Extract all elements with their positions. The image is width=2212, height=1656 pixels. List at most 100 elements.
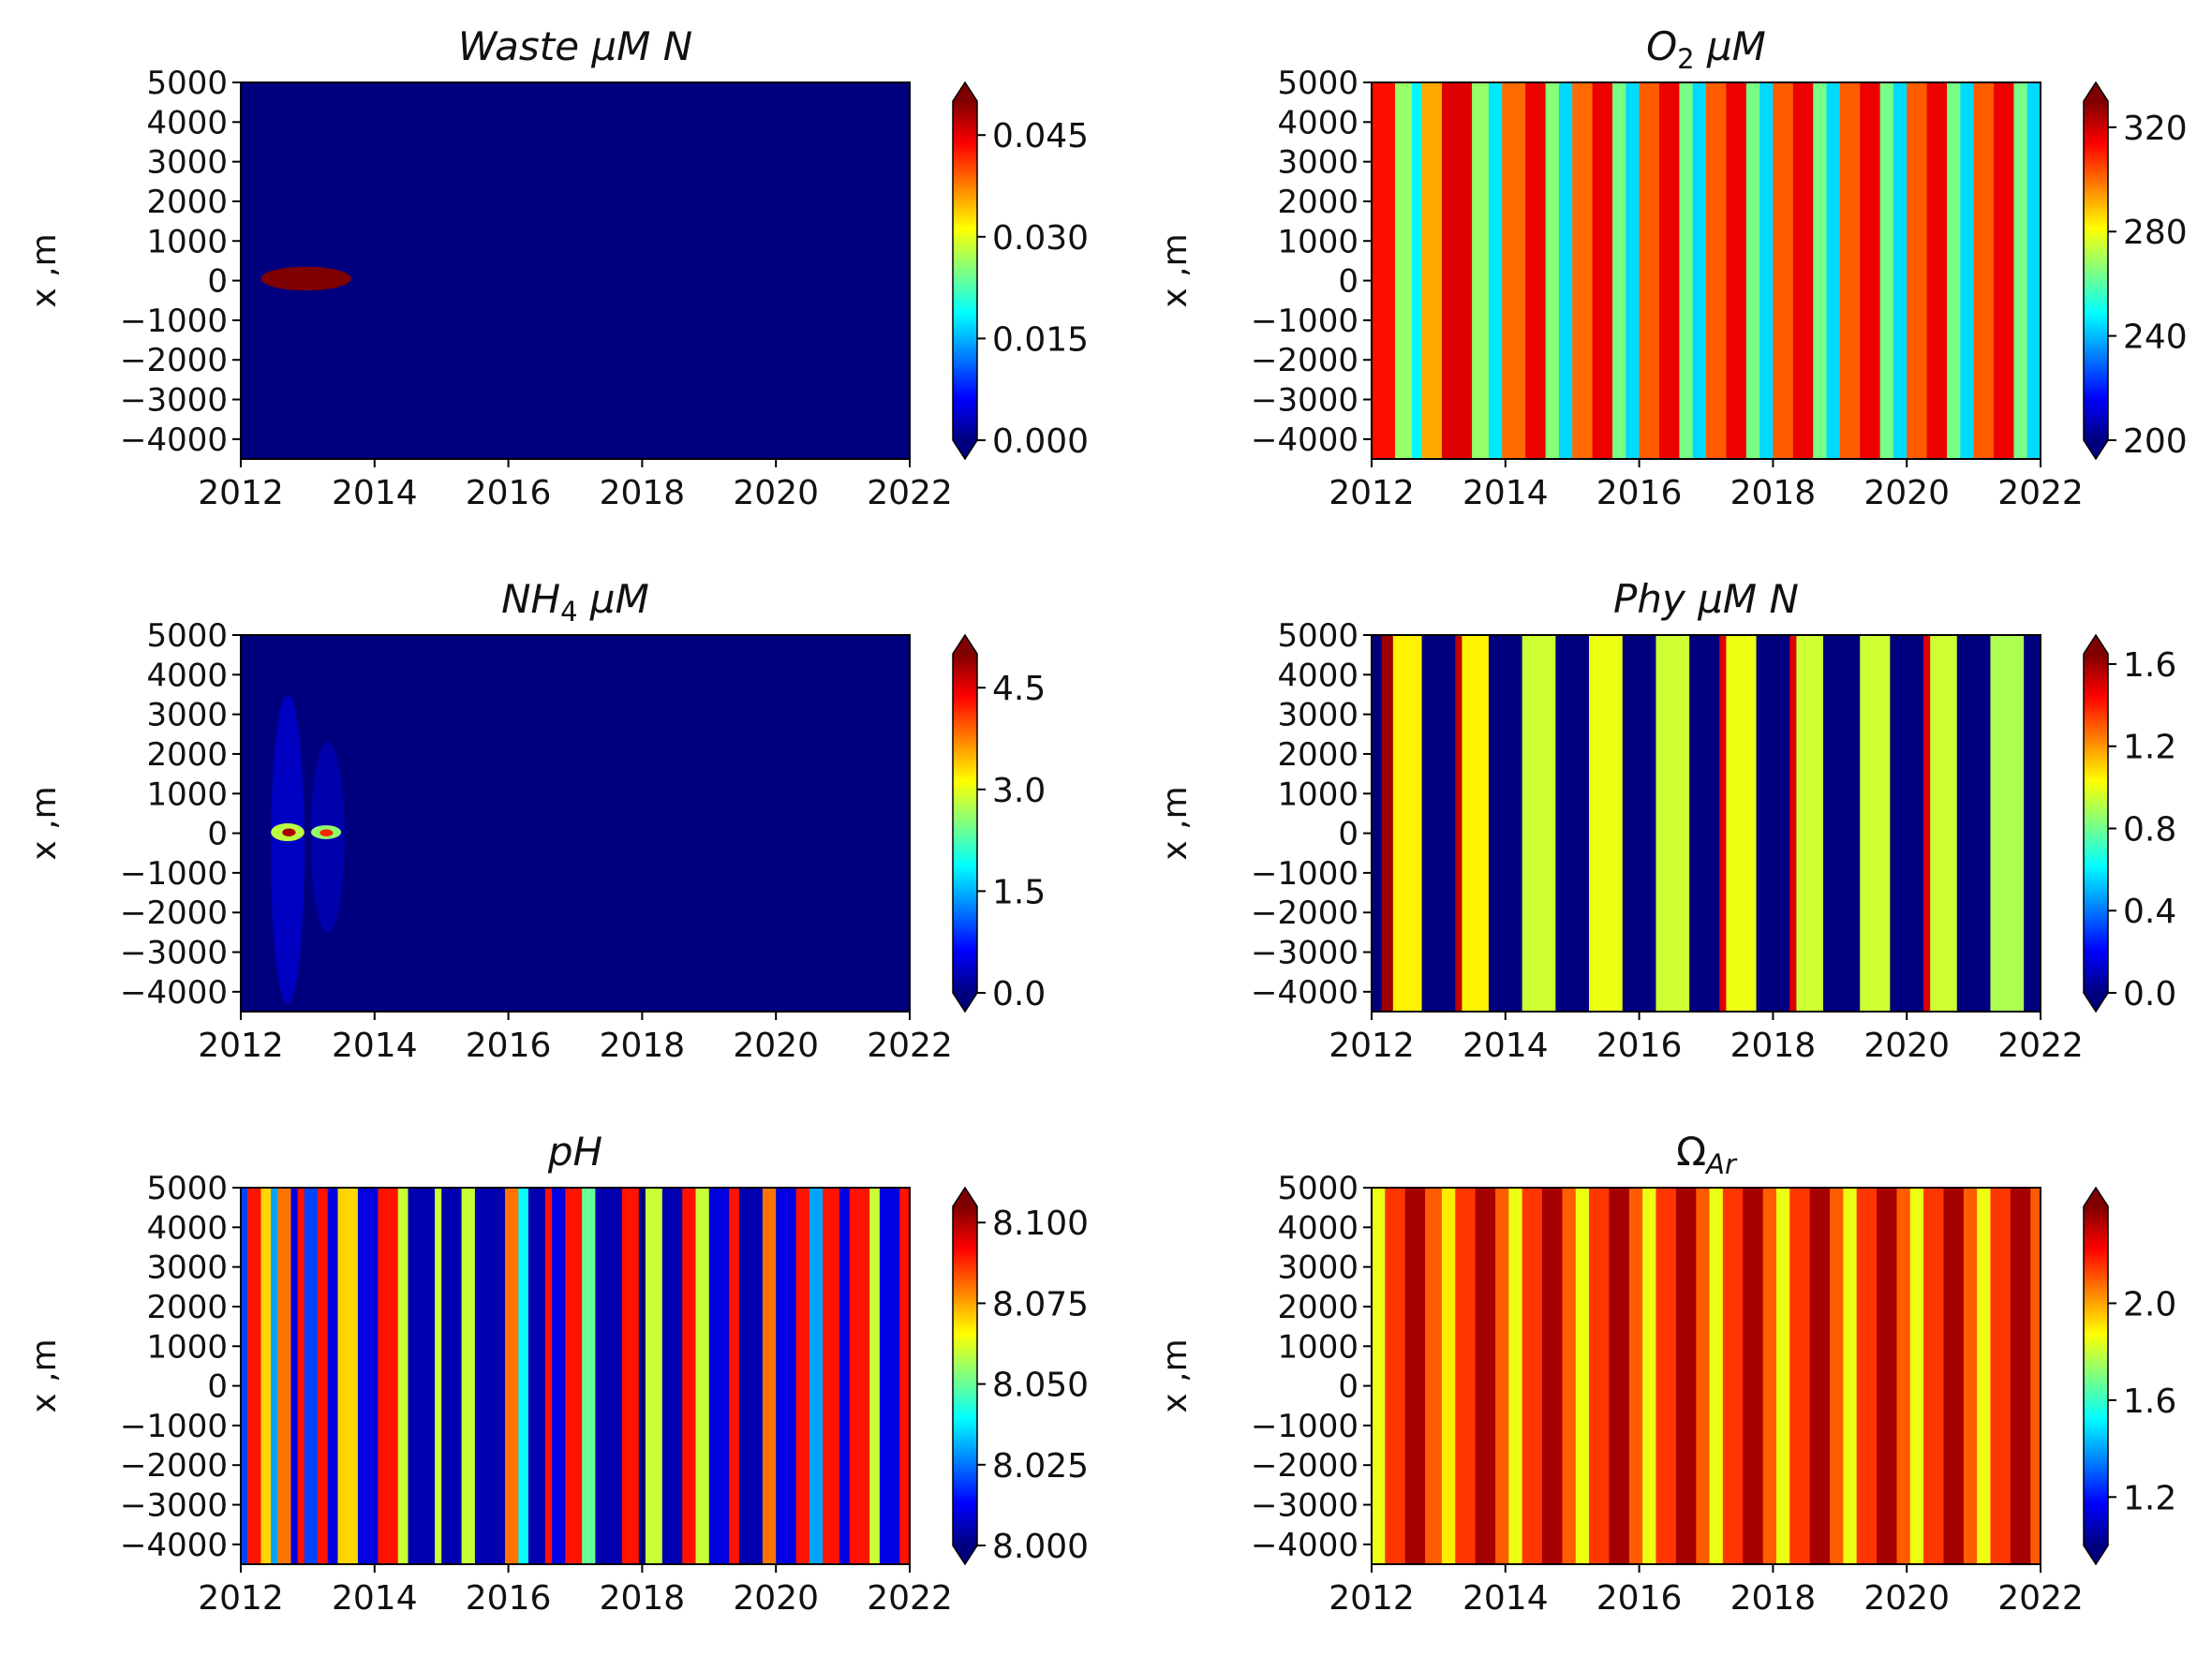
colorbar-tick-label: 2.0	[2123, 1285, 2176, 1323]
x-tick-label: 2014	[1462, 474, 1549, 512]
heatmap-band	[1926, 82, 1948, 459]
x-tick-label: 2020	[733, 1579, 819, 1618]
colorbar	[2084, 1206, 2108, 1545]
heatmap-band	[1990, 635, 2025, 1012]
heatmap-band	[1655, 635, 1690, 1012]
y-tick-label: 3000	[1277, 697, 1358, 734]
y-tick-label: −4000	[1251, 421, 1358, 459]
heatmap-band	[1822, 635, 1861, 1012]
heatmap-band	[1502, 82, 1526, 459]
x-tick-label: 2022	[1997, 474, 2084, 512]
y-axis-label: x ,m	[25, 1338, 64, 1412]
y-tick-label: −1000	[1251, 303, 1358, 340]
y-tick-label: −1000	[1251, 1408, 1358, 1445]
heatmap-band	[776, 1188, 797, 1564]
heatmap-background	[241, 635, 910, 1012]
plot-area	[1372, 1188, 2041, 1564]
x-tick-label: 2016	[1596, 1579, 1683, 1618]
y-tick-label: −4000	[1251, 974, 1358, 1012]
heatmap-band	[1522, 1188, 1543, 1564]
heatmap-band	[1743, 1188, 1764, 1564]
y-axis-label: x ,m	[1156, 1338, 1195, 1412]
heatmap-band	[1896, 1188, 1911, 1564]
heatmap-band	[1372, 635, 1383, 1012]
heatmap-band	[241, 1188, 248, 1564]
panel-o2: 2012 2014 2016 2018 2020 20225000400030002000…	[1156, 23, 2188, 512]
heatmap-band	[595, 1188, 623, 1564]
heatmap-band	[795, 1188, 810, 1564]
axes-frame	[1371, 1187, 2041, 1565]
y-tick-label: −3000	[120, 1487, 228, 1525]
heatmap-band	[899, 1188, 910, 1564]
y-tick-label: 3000	[146, 144, 228, 182]
heatmap-patch	[260, 266, 351, 291]
panel-phy: 2012 2014 2016 2018 2020 2022 5000400030002000…	[1156, 576, 2176, 1065]
heatmap-band	[1472, 82, 1490, 459]
colorbar-tick-label: 8.000	[992, 1528, 1089, 1566]
x-tick-label: 2022	[867, 1027, 953, 1065]
heatmap-band	[645, 1188, 663, 1564]
colorbar	[953, 1206, 977, 1545]
heatmap-band	[1394, 82, 1413, 459]
heatmap-band	[1956, 635, 1992, 1012]
y-tick-label: −1000	[120, 855, 228, 893]
heatmap-band	[1525, 82, 1547, 459]
heatmap-band	[1960, 82, 1975, 459]
y-tick-label: −2000	[120, 342, 228, 379]
y-axis-label: x ,m	[25, 786, 64, 860]
y-tick-label: 4000	[1277, 1209, 1358, 1247]
y-tick-label: 1000	[146, 1328, 228, 1366]
panel-omega: 2012 2014 2016 2018 2020 2022 5000400030002000…	[1156, 1129, 2176, 1618]
y-tick-label: 0	[1338, 1368, 1358, 1406]
plot-area	[1372, 635, 2041, 1012]
y-tick-label: 0	[1338, 816, 1358, 853]
colorbar-extend-max	[2084, 1188, 2108, 1206]
heatmap-band	[1441, 82, 1473, 459]
heatmap-band	[638, 1188, 646, 1564]
heatmap-band	[505, 1188, 519, 1564]
heatmap-band	[408, 1188, 436, 1564]
x-tick-label: 2012	[1329, 1027, 1415, 1065]
heatmap-band	[327, 1188, 339, 1564]
x-tick-label: 2018	[1730, 1027, 1817, 1065]
axes-frame	[1371, 634, 2041, 1013]
y-tick-label: 0	[207, 1368, 228, 1406]
colorbar-extend-min	[953, 1545, 977, 1564]
heatmap-band	[1745, 82, 1760, 459]
heatmap-band	[1589, 1188, 1611, 1564]
x-tick-label: 2018	[600, 1579, 686, 1618]
y-tick-label: 1000	[146, 223, 228, 260]
heatmap-band	[1943, 1188, 1965, 1564]
heatmap-patch	[319, 829, 334, 836]
colorbar-tick-label: 8.075	[992, 1285, 1089, 1323]
colorbar-tick-label: 280	[2123, 214, 2188, 252]
y-tick-label: 3000	[1277, 144, 1358, 182]
y-tick-label: −2000	[1251, 895, 1358, 932]
x-tick-label: 2022	[867, 474, 953, 512]
heatmap-band	[378, 1188, 399, 1564]
heatmap-band	[762, 1188, 777, 1564]
heatmap-band	[1696, 1188, 1711, 1564]
heatmap-band	[2013, 82, 2028, 459]
heatmap-band	[1789, 1188, 1811, 1564]
y-tick-label: 1000	[1277, 776, 1358, 813]
y-tick-label: 4000	[146, 104, 228, 141]
colorbar-tick-label: 1.6	[2123, 1382, 2176, 1421]
colorbar-tick-label: 8.025	[992, 1447, 1089, 1486]
heatmap-band	[1455, 1188, 1477, 1564]
heatmap-band	[318, 1188, 329, 1564]
y-tick-label: 5000	[146, 65, 228, 102]
colorbar-tick-label: 1.2	[2123, 1479, 2176, 1517]
heatmap-band	[1385, 1188, 1406, 1564]
heatmap-band	[461, 1188, 476, 1564]
colorbar-tick-label: 0.030	[992, 219, 1089, 258]
heatmap-band	[1558, 82, 1573, 459]
colorbar-tick-label: 240	[2123, 318, 2188, 357]
y-tick-label: −2000	[120, 895, 228, 932]
heatmap-band	[1675, 1188, 1697, 1564]
y-tick-label: −3000	[1251, 935, 1358, 972]
colorbar-extend-min	[2084, 993, 2108, 1012]
y-tick-label: 2000	[146, 184, 228, 221]
colorbar-tick-label: 8.050	[992, 1367, 1089, 1405]
y-tick-label: −1000	[1251, 855, 1358, 893]
